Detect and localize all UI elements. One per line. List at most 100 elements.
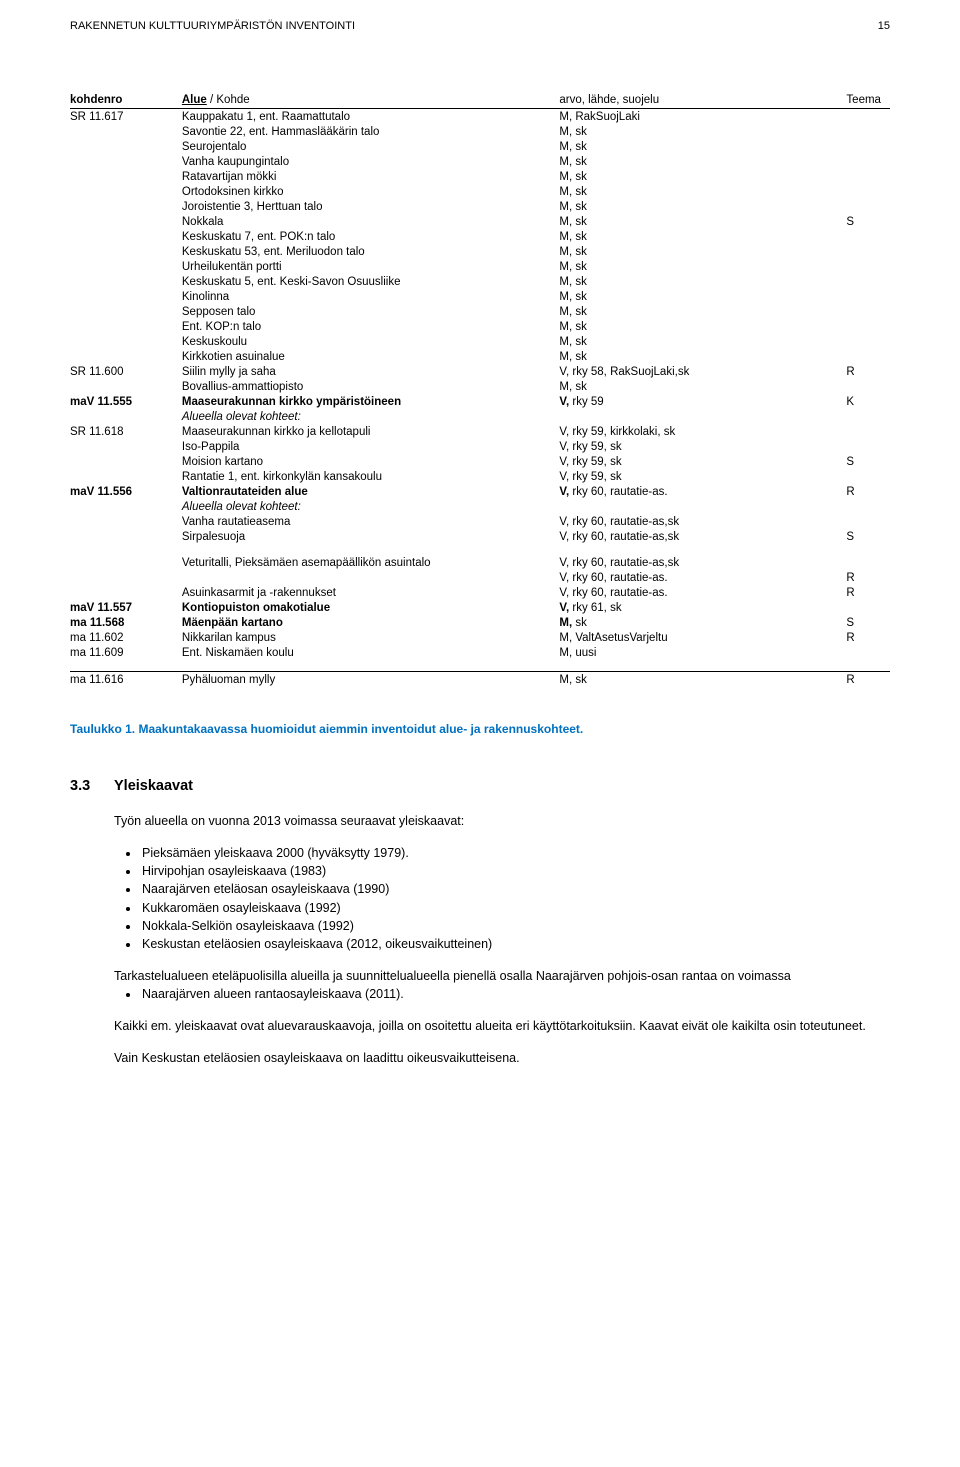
table-row: maV 11.557Kontiopuiston omakotialueV, rk… bbox=[70, 600, 890, 615]
table-row: KeskuskouluM, sk bbox=[70, 334, 890, 349]
arvo-value: M, sk bbox=[559, 261, 586, 273]
table-row: Savontie 22, ent. Hammaslääkärin taloM, … bbox=[70, 124, 890, 139]
kohde-value: Joroistentie 3, Herttuan talo bbox=[182, 201, 323, 213]
kohde-value: Maaseurakunnan kirkko ympäristöineen bbox=[182, 396, 401, 408]
arvo-value: M, sk bbox=[559, 351, 586, 363]
kohde-value: Iso-Pappila bbox=[182, 441, 240, 453]
table-row: V, rky 60, rautatie-as.R bbox=[70, 570, 890, 585]
kohde-value: Ratavartijan mökki bbox=[182, 171, 277, 183]
arvo-value: M, sk bbox=[559, 674, 586, 686]
table-row: ma 11.609Ent. Niskamäen kouluM, uusi bbox=[70, 645, 890, 660]
list-item: Hirvipohjan osayleiskaava (1983) bbox=[140, 862, 890, 880]
kohde-value: Nikkarilan kampus bbox=[182, 632, 276, 644]
table-row: Vanha rautatieasemaV, rky 60, rautatie-a… bbox=[70, 514, 890, 529]
table-row: Iso-PappilaV, rky 59, sk bbox=[70, 439, 890, 454]
kohde-value: Veturitalli, Pieksämäen asemapäällikön a… bbox=[182, 557, 431, 569]
arvo-value: V, rky 60, rautatie-as,sk bbox=[559, 557, 679, 569]
body-text: Työn alueella on vuonna 2013 voimassa se… bbox=[114, 812, 890, 1067]
table-row: Alueella olevat kohteet: bbox=[70, 499, 890, 514]
table-row: Ent. KOP:n talo M, sk bbox=[70, 319, 890, 334]
list-item: Naarajärven eteläosan osayleiskaava (199… bbox=[140, 880, 890, 898]
list-item: Pieksämäen yleiskaava 2000 (hyväksytty 1… bbox=[140, 844, 890, 862]
table-row: maV 11.556Valtionrautateiden alueV, rky … bbox=[70, 484, 890, 499]
table-row: KinolinnaM, sk bbox=[70, 289, 890, 304]
kohde-value: Alueella olevat kohteet: bbox=[182, 411, 301, 423]
arvo-value: V, bbox=[559, 602, 569, 614]
kohde-value: Keskuskoulu bbox=[182, 336, 247, 348]
arvo-value: M, sk bbox=[559, 321, 586, 333]
arvo-value: M, sk bbox=[559, 291, 586, 303]
bullet-list-2: Naarajärven alueen rantaosayleiskaava (2… bbox=[114, 985, 890, 1003]
arvo-value: M, sk bbox=[559, 201, 586, 213]
table-row: ma 11.602Nikkarilan kampusM, ValtAsetusV… bbox=[70, 630, 890, 645]
kohdenro-value: maV 11.556 bbox=[70, 486, 132, 498]
table-row: SR 11.600Siilin mylly ja sahaV, rky 58, … bbox=[70, 364, 890, 379]
arvo-value: M, sk bbox=[559, 186, 586, 198]
kohdenro-value: ma 11.616 bbox=[70, 674, 124, 686]
kohde-value: Urheilukentän portti bbox=[182, 261, 282, 273]
section-number: 3.3 bbox=[70, 778, 114, 794]
kohde-value: Siilin mylly ja saha bbox=[182, 366, 276, 378]
table-caption: Taulukko 1. Maakuntakaavassa huomioidut … bbox=[70, 722, 890, 736]
table-row: SeurojentaloM, sk bbox=[70, 139, 890, 154]
kohde-value: Sepposen talo bbox=[182, 306, 256, 318]
col-alue: Alue bbox=[182, 94, 207, 106]
teema-value: S bbox=[846, 617, 854, 629]
kohde-value: Keskuskatu 5, ent. Keski-Savon Osuusliik… bbox=[182, 276, 401, 288]
list-item: Nokkala-Selkiön osayleiskaava (1992) bbox=[140, 917, 890, 935]
arvo-value: M, sk bbox=[559, 231, 586, 243]
arvo-rest: rky 59 bbox=[569, 396, 604, 408]
table-row bbox=[70, 544, 890, 555]
table-row: maV 11.555Maaseurakunnan kirkko ympärist… bbox=[70, 394, 890, 409]
table-row: Moision kartanoV, rky 59, skS bbox=[70, 454, 890, 469]
arvo-value: V, rky 60, rautatie-as,sk bbox=[559, 516, 679, 528]
paragraph-4: Vain Keskustan eteläosien osayleiskaava … bbox=[114, 1049, 890, 1067]
arvo-rest: sk bbox=[572, 617, 587, 629]
arvo-value: M, sk bbox=[559, 246, 586, 258]
col-teema: Teema bbox=[846, 94, 881, 106]
kohde-value: Maaseurakunnan kirkko ja kellotapuli bbox=[182, 426, 371, 438]
table-header-row: kohdenro Alue / Kohde arvo, lähde, suoje… bbox=[70, 92, 890, 109]
kohde-value: Kontiopuiston omakotialue bbox=[182, 602, 330, 614]
arvo-value: V, rky 60, rautatie-as. bbox=[559, 572, 667, 584]
table-row: ma 11.616Pyhäluoman myllyM, skR bbox=[70, 672, 890, 688]
kohde-value: Bovallius-ammattiopisto bbox=[182, 381, 303, 393]
kohde-value: Nokkala bbox=[182, 216, 224, 228]
arvo-value: V, bbox=[559, 486, 569, 498]
table-row: Sepposen taloM, sk bbox=[70, 304, 890, 319]
kohde-value: Kauppakatu 1, ent. Raamattutalo bbox=[182, 111, 350, 123]
col-arvo: arvo, lähde, suojelu bbox=[559, 94, 659, 106]
list-item: Kukkaromäen osayleiskaava (1992) bbox=[140, 899, 890, 917]
arvo-value: M, sk bbox=[559, 276, 586, 288]
kohde-value: Alueella olevat kohteet: bbox=[182, 501, 301, 513]
kohde-value: Vanha kaupungintalo bbox=[182, 156, 289, 168]
kohde-value: Mäenpään kartano bbox=[182, 617, 283, 629]
table-row: Alueella olevat kohteet: bbox=[70, 409, 890, 424]
table-row: Vanha kaupungintaloM, sk bbox=[70, 154, 890, 169]
arvo-value: M, RakSuojLaki bbox=[559, 111, 640, 123]
teema-value: R bbox=[846, 366, 854, 378]
kohde-value: Pyhäluoman mylly bbox=[182, 674, 275, 686]
arvo-value: V, rky 58, RakSuojLaki,sk bbox=[559, 366, 689, 378]
kohde-value: Ortodoksinen kirkko bbox=[182, 186, 284, 198]
arvo-value: V, rky 59, kirkkolaki, sk bbox=[559, 426, 675, 438]
arvo-value: V, rky 60, rautatie-as,sk bbox=[559, 531, 679, 543]
arvo-rest: rky 60, rautatie-as. bbox=[569, 486, 667, 498]
table-row bbox=[70, 660, 890, 672]
kohde-value: Ent. KOP:n talo bbox=[182, 321, 261, 333]
page: RAKENNETUN KULTTUURIYMPÄRISTÖN INVENTOIN… bbox=[0, 0, 960, 1121]
arvo-value: V, rky 59, sk bbox=[559, 456, 621, 468]
bullet-list-1: Pieksämäen yleiskaava 2000 (hyväksytty 1… bbox=[114, 844, 890, 953]
list-item: Naarajärven alueen rantaosayleiskaava (2… bbox=[140, 985, 890, 1003]
kohde-value: Savontie 22, ent. Hammaslääkärin talo bbox=[182, 126, 380, 138]
page-header: RAKENNETUN KULTTUURIYMPÄRISTÖN INVENTOIN… bbox=[70, 20, 890, 32]
table-row: SirpalesuojaV, rky 60, rautatie-as,skS bbox=[70, 529, 890, 544]
arvo-value: V, bbox=[559, 396, 569, 408]
teema-value: R bbox=[846, 632, 854, 644]
col-kohde: / Kohde bbox=[207, 94, 250, 106]
arvo-value: M, uusi bbox=[559, 647, 596, 659]
arvo-value: V, rky 59, sk bbox=[559, 471, 621, 483]
arvo-value: M, sk bbox=[559, 216, 586, 228]
kohde-value: Seurojentalo bbox=[182, 141, 247, 153]
kohdenro-value: ma 11.568 bbox=[70, 617, 124, 629]
